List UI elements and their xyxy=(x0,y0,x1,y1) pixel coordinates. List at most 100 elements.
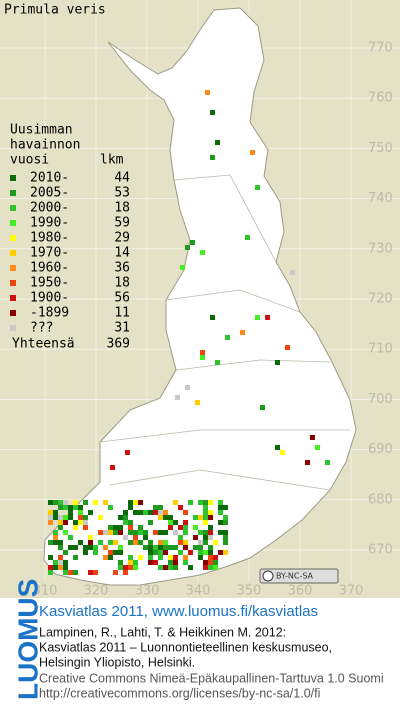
occurrence-square xyxy=(78,520,83,525)
occurrence-square xyxy=(193,545,198,550)
occurrence-square xyxy=(183,530,188,535)
occurrence-square xyxy=(173,520,178,525)
occurrence-square xyxy=(213,555,218,560)
occurrence-square xyxy=(175,395,180,400)
occurrence-square xyxy=(183,540,188,545)
occurrence-square xyxy=(125,450,130,455)
occurrence-square xyxy=(185,245,190,250)
grid-y-label: 720 xyxy=(368,292,393,307)
occurrence-square xyxy=(103,500,108,505)
occurrence-square xyxy=(185,385,190,390)
occurrence-square xyxy=(240,330,245,335)
headline: Kasviatlas 2011, www.luomus.fi/kasviatla… xyxy=(39,603,318,620)
occurrence-square xyxy=(148,550,153,555)
occurrence-square xyxy=(63,565,68,570)
occurrence-square xyxy=(158,565,163,570)
occurrence-square xyxy=(68,515,73,520)
occurrence-square xyxy=(223,540,228,545)
legend-swatch xyxy=(10,325,16,331)
occurrence-square xyxy=(73,545,78,550)
occurrence-square xyxy=(158,550,163,555)
occurrence-square xyxy=(73,555,78,560)
occurrence-square xyxy=(148,510,153,515)
region-borders xyxy=(99,174,350,491)
occurrence-square xyxy=(223,505,228,510)
occurrence-square xyxy=(108,530,113,535)
occurrence-square xyxy=(143,510,148,515)
occurrence-square xyxy=(183,560,188,565)
occurrence-square xyxy=(158,505,163,510)
occurrence-square xyxy=(208,530,213,535)
species-title: Primula veris xyxy=(4,3,106,18)
occurrence-square xyxy=(143,545,148,550)
occurrence-square xyxy=(198,515,203,520)
legend-count: 56 xyxy=(114,291,130,306)
legend: 2010- 44 2005- 53 2000- 18 1990- 59 1980- 29 1970-… xyxy=(10,171,130,336)
occurrence-square xyxy=(168,520,173,525)
occurrence-square xyxy=(93,570,98,575)
occurrence-square xyxy=(143,530,148,535)
legend-swatch xyxy=(10,295,16,301)
occurrence-square xyxy=(203,550,208,555)
legend-label: ??? xyxy=(30,321,53,336)
grid-labels: 310 320 330 340 350 360 370 770 760 750 740 730 720 7… xyxy=(33,41,393,599)
occurrence-square xyxy=(178,535,183,540)
license: http://creativecommons.org/licenses/by-n… xyxy=(39,686,320,700)
legend-count: 14 xyxy=(114,246,130,261)
occurrence-square xyxy=(168,565,173,570)
legend-count: 36 xyxy=(114,261,130,276)
legend-count: 59 xyxy=(114,216,130,231)
occurrence-square xyxy=(208,515,213,520)
occurrence-square xyxy=(138,530,143,535)
occurrence-square xyxy=(163,510,168,515)
occurrence-square xyxy=(325,460,330,465)
occurrence-square xyxy=(108,550,113,555)
occurrence-square xyxy=(178,525,183,530)
occurrence-square xyxy=(225,335,230,340)
legend-header: Uusimman xyxy=(10,123,73,138)
occurrence-square xyxy=(203,505,208,510)
legend-label: 1970- xyxy=(30,246,69,261)
occurrence-square xyxy=(98,515,103,520)
occurrence-square xyxy=(88,545,93,550)
legend-header: vuosi xyxy=(10,153,49,168)
grid-y-label: 700 xyxy=(368,392,393,407)
occurrence-square xyxy=(128,500,133,505)
occurrence-square xyxy=(53,530,58,535)
grid-x-label: 340 xyxy=(186,584,211,599)
occurrence-square xyxy=(58,545,63,550)
occurrence-square xyxy=(158,510,163,515)
occurrence-square xyxy=(108,540,113,545)
occurrence-square xyxy=(260,405,265,410)
occurrence-square xyxy=(53,535,58,540)
occurrence-square xyxy=(223,550,228,555)
occurrence-square xyxy=(193,525,198,530)
occurrence-square xyxy=(108,525,113,530)
occurrence-square xyxy=(48,515,53,520)
occurrence-square xyxy=(198,550,203,555)
occurrence-square xyxy=(148,540,153,545)
occurrence-square xyxy=(203,565,208,570)
occurrence-square xyxy=(183,520,188,525)
occurrence-square xyxy=(218,500,223,505)
occurrence-square xyxy=(138,555,143,560)
grid-y-label: 690 xyxy=(368,442,393,457)
occurrence-square xyxy=(48,555,53,560)
occurrence-square xyxy=(103,555,108,560)
occurrence-square xyxy=(203,510,208,515)
grid-x-label: 350 xyxy=(237,584,262,599)
occurrence-square xyxy=(123,515,128,520)
occurrence-square xyxy=(128,560,133,565)
occurrence-square xyxy=(148,560,153,565)
grid-y-label: 730 xyxy=(368,241,393,256)
occurrence-square xyxy=(138,525,143,530)
occurrence-square xyxy=(63,570,68,575)
occurrence-square xyxy=(168,545,173,550)
occurrence-square xyxy=(83,515,88,520)
occurrence-square xyxy=(158,555,163,560)
occurrence-square xyxy=(163,565,168,570)
occurrence-square xyxy=(138,500,143,505)
occurrence-square xyxy=(78,505,83,510)
